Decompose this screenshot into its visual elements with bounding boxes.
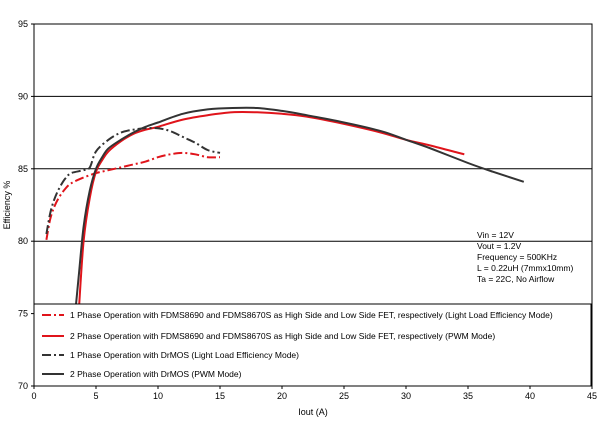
annotation-line: Frequency = 500KHz: [477, 252, 557, 262]
x-tick-label: 0: [31, 391, 36, 401]
x-tick-label: 35: [463, 391, 473, 401]
x-tick-label: 10: [153, 391, 163, 401]
conditions-annotation: Vin = 12V Vout = 1.2V Frequency = 500KHz…: [477, 230, 573, 284]
series-lines: [45, 106, 525, 329]
x-axis-label: Iout (A): [298, 407, 328, 417]
series-line-3: [45, 127, 221, 235]
y-tick-label: 75: [18, 309, 28, 319]
series-line-1: [45, 151, 221, 240]
annotation-line: L = 0.22uH (7mmx10mm): [477, 263, 573, 273]
annotation-line: Ta = 22C, No Airflow: [477, 274, 555, 284]
x-tick-label: 15: [215, 391, 225, 401]
y-tick-label: 90: [18, 91, 28, 101]
annotation-line: Vout = 1.2V: [477, 241, 522, 251]
x-tick-label: 25: [339, 391, 349, 401]
legend-label: 1 Phase Operation with FDMS8690 and FDMS…: [70, 310, 553, 320]
x-tick-label: 20: [277, 391, 287, 401]
legend-label: 2 Phase Operation with FDMS8690 and FDMS…: [70, 331, 495, 341]
legend-box: [33, 303, 592, 387]
y-tick-label: 80: [18, 236, 28, 246]
x-tick-label: 30: [401, 391, 411, 401]
x-tick-label: 5: [93, 391, 98, 401]
annotation-line: Vin = 12V: [477, 230, 514, 240]
legend-label: 1 Phase Operation with DrMOS (Light Load…: [70, 350, 299, 360]
legend-label: 2 Phase Operation with DrMOS (PWM Mode): [70, 369, 242, 379]
series-line-2: [77, 111, 465, 314]
y-axis-label: Efficiency %: [2, 181, 12, 230]
x-tick-label: 40: [525, 391, 535, 401]
y-tick-label: 95: [18, 19, 28, 29]
x-tick-label: 45: [587, 391, 597, 401]
axis-ticks: 70 75 80 85 90 95 0 5 10 15 20 25 30 35 40 45: [18, 19, 597, 401]
legend: 1 Phase Operation with FDMS8690 and FDMS…: [33, 303, 592, 387]
y-tick-label: 70: [18, 381, 28, 391]
legend-swatches: [42, 314, 64, 375]
y-tick-label: 85: [18, 164, 28, 174]
series-line-4: [72, 106, 525, 329]
